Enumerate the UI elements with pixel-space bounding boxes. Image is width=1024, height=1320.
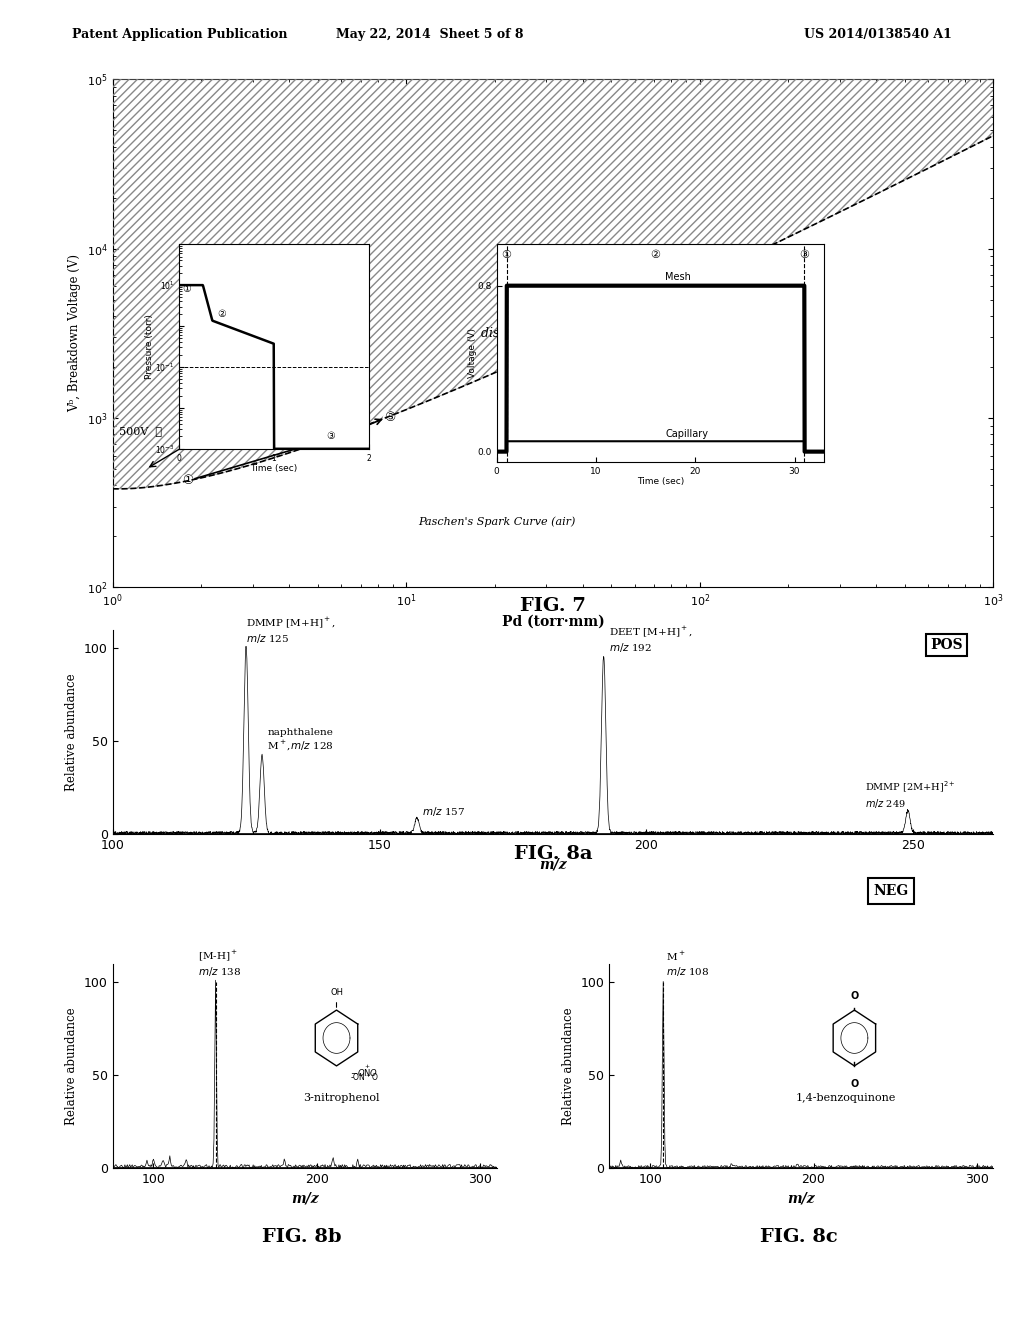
Text: OH: OH bbox=[330, 989, 343, 1007]
X-axis label: Time (sec): Time (sec) bbox=[250, 465, 298, 473]
Text: naphthalene
M$^+$,$m/z$ 128: naphthalene M$^+$,$m/z$ 128 bbox=[267, 727, 334, 752]
X-axis label: m/z: m/z bbox=[787, 1192, 815, 1205]
Text: US 2014/0138540 A1: US 2014/0138540 A1 bbox=[805, 28, 952, 41]
Text: Mesh: Mesh bbox=[666, 272, 691, 281]
Text: POS: POS bbox=[930, 638, 963, 652]
Text: [M-H]$^+$
$m/z$ 138: [M-H]$^+$ $m/z$ 138 bbox=[198, 949, 241, 978]
Text: May 22, 2014  Sheet 5 of 8: May 22, 2014 Sheet 5 of 8 bbox=[336, 28, 524, 41]
Text: FIG. 8b: FIG. 8b bbox=[262, 1228, 342, 1246]
Y-axis label: Relative abundance: Relative abundance bbox=[562, 1007, 575, 1125]
Text: ①: ① bbox=[182, 474, 194, 487]
Text: M$^+$
$m/z$ 108: M$^+$ $m/z$ 108 bbox=[667, 950, 710, 978]
Text: ①: ① bbox=[502, 249, 512, 260]
Text: 500V  ①: 500V ① bbox=[119, 426, 162, 437]
X-axis label: Time (sec): Time (sec) bbox=[637, 478, 684, 486]
Text: O: O bbox=[850, 1078, 858, 1089]
X-axis label: m/z: m/z bbox=[540, 858, 566, 871]
Text: FIG. 8c: FIG. 8c bbox=[760, 1228, 838, 1246]
Text: ②: ② bbox=[217, 309, 226, 318]
Text: O: O bbox=[850, 991, 858, 1001]
Text: -O$\mathregular{N^+}$O: -O$\mathregular{N^+}$O bbox=[349, 1072, 379, 1084]
Text: ③: ③ bbox=[800, 249, 809, 260]
X-axis label: Pd (torr·mm): Pd (torr·mm) bbox=[502, 614, 604, 628]
Text: ③: ③ bbox=[327, 432, 335, 441]
Y-axis label: Voltage (V): Voltage (V) bbox=[468, 329, 477, 378]
Text: 1,4-benzoquinone: 1,4-benzoquinone bbox=[796, 1093, 896, 1104]
Text: $-O$$\mathsf{\overset{+}{N}}$$O$: $-O$$\mathsf{\overset{+}{N}}$$O$ bbox=[349, 1063, 378, 1078]
Text: Capillary: Capillary bbox=[666, 429, 709, 440]
Text: Paschen's Spark Curve (air): Paschen's Spark Curve (air) bbox=[419, 516, 575, 527]
X-axis label: m/z: m/z bbox=[291, 1192, 318, 1205]
Y-axis label: Vᵇ, Breakdown Voltage (V): Vᵇ, Breakdown Voltage (V) bbox=[69, 255, 82, 412]
Text: discharge region: discharge region bbox=[481, 327, 588, 341]
Text: FIG. 7: FIG. 7 bbox=[520, 597, 586, 615]
Text: NEG: NEG bbox=[873, 884, 908, 898]
Text: DEET [M+H]$^+$,
$m/z$ 192: DEET [M+H]$^+$, $m/z$ 192 bbox=[609, 624, 692, 653]
Y-axis label: Relative abundance: Relative abundance bbox=[66, 673, 79, 791]
Text: 3-nitrophenol: 3-nitrophenol bbox=[303, 1093, 380, 1104]
Text: ②: ② bbox=[317, 429, 329, 442]
Text: ②: ② bbox=[650, 249, 660, 260]
Text: DMMP [2M+H]$^{2+}$
$m/z$ 249: DMMP [2M+H]$^{2+}$ $m/z$ 249 bbox=[865, 780, 955, 810]
Text: ①: ① bbox=[182, 284, 191, 294]
Text: FIG. 8a: FIG. 8a bbox=[514, 845, 592, 863]
Text: Patent Application Publication: Patent Application Publication bbox=[72, 28, 287, 41]
Text: DMMP [M+H]$^+$,
$m/z$ 125: DMMP [M+H]$^+$, $m/z$ 125 bbox=[246, 615, 336, 644]
Text: ③: ③ bbox=[384, 412, 395, 424]
Y-axis label: Relative abundance: Relative abundance bbox=[66, 1007, 79, 1125]
Y-axis label: Pressure (torr): Pressure (torr) bbox=[144, 314, 154, 379]
Text: $m/z$ 157: $m/z$ 157 bbox=[422, 804, 466, 817]
